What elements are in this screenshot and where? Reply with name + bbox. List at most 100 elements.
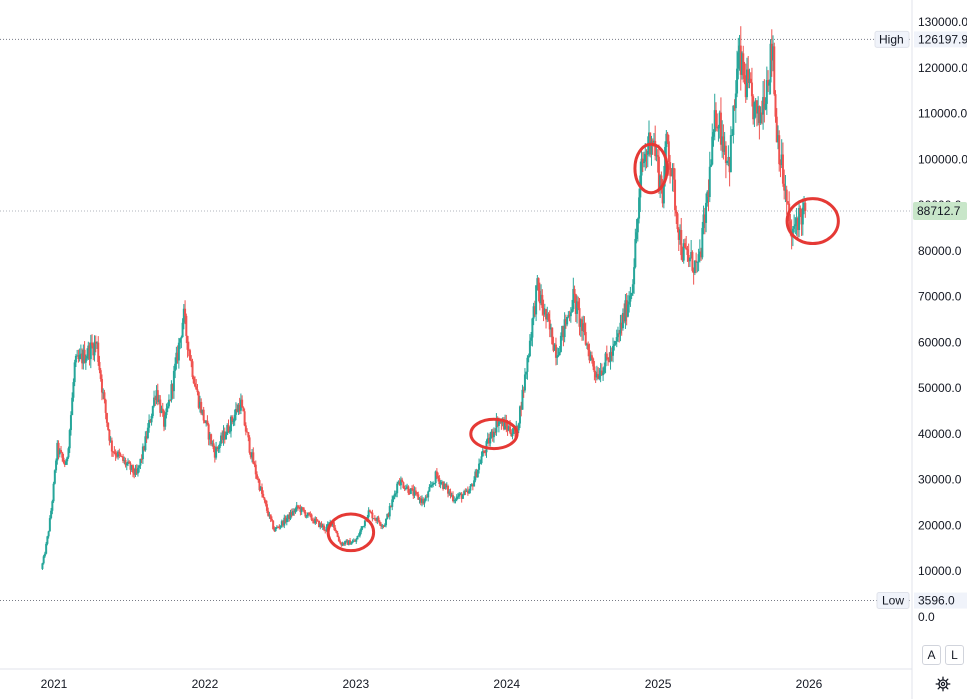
candle-body [537,278,540,291]
candle-body [572,288,575,310]
candle-body [225,434,228,440]
candle-body [102,392,105,394]
candle-body [352,540,355,542]
candle-body [419,498,422,503]
low-value-box [914,592,967,609]
candle-body [336,532,339,538]
candle-body [172,370,175,392]
candle-body [287,514,290,519]
candle-body [602,372,605,376]
candle-body [597,374,600,379]
candle-body [218,443,221,448]
candle-body [432,483,435,485]
candle-body [608,359,611,363]
candle-body [94,341,97,344]
candle-body [376,517,379,521]
candle-body [669,162,672,170]
candle-body [464,491,467,493]
candle-body [786,201,789,204]
candle-body [427,491,430,498]
candle-body [532,306,535,319]
candle-body [774,94,777,117]
candle-body [361,526,364,529]
candle-body [355,539,358,542]
candle-body [138,465,141,468]
candle-body [765,80,768,104]
candle-body [428,486,431,492]
high-label-box [874,30,910,48]
candle-body [683,243,686,248]
candle-body [184,308,187,316]
candle-body [57,442,60,455]
candle-body [783,183,786,191]
low-label: Low [882,594,904,608]
candle-body [605,353,608,358]
time-axis[interactable]: 2021 2022 2023 2024 2025 2026 [41,677,823,691]
candle-body [600,370,603,376]
candle-body [757,106,760,114]
candle-body [448,491,451,494]
y-tick-label: 0.0 [918,610,935,624]
candle-body [798,207,801,231]
candle-body [206,420,209,425]
candle-body [145,436,148,439]
y-tick-label: 80000.0 [918,244,962,258]
candle-body [781,154,784,184]
auto-scale-button[interactable]: A [922,645,941,665]
candle-body [531,318,534,338]
candle-body [42,556,45,564]
candle-body [398,481,401,486]
candle-body [799,207,802,214]
candle-body [767,80,770,86]
candle-body [579,319,582,327]
gear-icon[interactable] [934,675,952,693]
candle-body [156,390,159,402]
candle-body [232,421,235,423]
candle-body [654,140,657,156]
candle-body [588,350,591,361]
candle-body [651,140,654,143]
candle-body [318,520,321,528]
candle-body [755,100,758,114]
candle-body [764,103,767,110]
candle-body [525,371,528,375]
candle-body [195,386,198,390]
candle-body [687,254,690,262]
candle-body [187,349,190,351]
candle-body [603,366,606,373]
candle-body [682,243,685,261]
candle-body [254,464,257,475]
high-value: 126197.9 [918,32,967,46]
candle-body [233,414,236,422]
candle-body [105,412,108,423]
candle-body [246,431,249,433]
candle-body [60,450,63,453]
candle-body [610,351,613,356]
candle-body [489,437,492,444]
x-tick-label: 2026 [796,677,823,691]
candle-body [444,483,447,488]
log-scale-button[interactable]: L [945,645,964,665]
candle-body [46,536,49,544]
candle-body [135,468,138,474]
candle-body [392,496,395,500]
candle-body [422,499,425,504]
candle-body [780,154,783,165]
candle-body [712,132,715,137]
candle-body [717,127,720,129]
candle-body [743,75,746,79]
low-marker: Low 3596.0 [876,592,967,610]
x-tick-label: 2022 [192,677,219,691]
candle-body [589,355,592,361]
candle-body [732,105,735,136]
candle-body [574,294,577,314]
y-tick-label: 110000.0 [918,107,967,121]
candle-body [391,499,394,507]
candle-body [453,500,456,502]
candle-body [667,141,670,163]
candle-body [193,383,196,387]
candle-body [633,267,636,285]
price-axis[interactable]: 130000.0 120000.0 110000.0 100000.0 9000… [918,15,967,624]
candle-body [675,210,678,214]
